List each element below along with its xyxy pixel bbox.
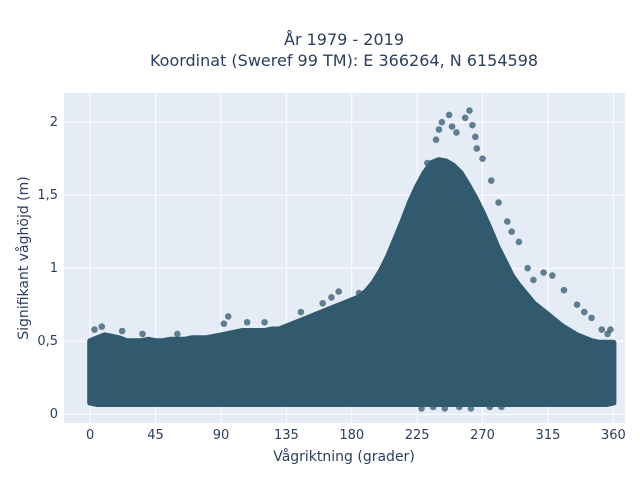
- scatter-point: [424, 159, 431, 167]
- scatter-point: [261, 318, 268, 326]
- scatter-point: [549, 272, 556, 279]
- scatter-point: [389, 247, 396, 254]
- scatter-point: [220, 320, 228, 328]
- scatter-point: [495, 199, 502, 206]
- scatter-point: [224, 313, 232, 320]
- scatter-point: [524, 264, 531, 272]
- x-tick-label: 135: [274, 428, 299, 443]
- y-tick-label: 2: [50, 115, 58, 130]
- y-axis-title: Signifikant våghöjd (m): [15, 176, 32, 339]
- y-tick-label: 1,5: [37, 188, 58, 203]
- scatter-point: [319, 299, 326, 307]
- scatter-point: [355, 289, 363, 297]
- scatter-point: [588, 314, 595, 322]
- x-tick-label: 360: [601, 428, 626, 443]
- scatter-point: [540, 269, 547, 276]
- scatter-point: [503, 218, 511, 225]
- chart-title-line-1: År 1979 - 2019: [284, 30, 404, 49]
- scatter-point: [581, 308, 588, 316]
- scatter-point: [573, 301, 581, 309]
- scatter-point: [139, 330, 146, 338]
- scatter-point: [445, 111, 453, 119]
- scatter-point: [473, 145, 481, 152]
- scatter-point: [530, 276, 537, 284]
- scatter-point: [515, 238, 523, 246]
- scatter-point: [438, 118, 446, 126]
- x-tick-label: 90: [213, 428, 230, 443]
- x-tick-label: 0: [86, 428, 94, 443]
- scatter-point: [297, 308, 305, 316]
- x-tick-label: 315: [536, 428, 561, 443]
- scatter-point: [435, 126, 443, 133]
- y-tick-label: 1: [50, 261, 58, 276]
- scatter-point: [429, 403, 437, 411]
- scatter-point: [469, 121, 476, 129]
- scatter-point: [98, 323, 106, 330]
- scatter-point: [448, 123, 456, 130]
- scatter-point: [461, 114, 469, 122]
- scatter-point: [487, 177, 495, 184]
- scatter-point: [467, 405, 475, 412]
- scatter-point: [498, 403, 505, 411]
- scatter-point: [598, 326, 606, 333]
- scatter-points: [91, 107, 614, 412]
- y-tick-label: 0,5: [37, 334, 58, 349]
- x-axis-title: Vågriktning (grader): [273, 448, 415, 465]
- scatter-point: [413, 184, 421, 192]
- scatter-point: [472, 133, 479, 141]
- scatter-point: [486, 403, 494, 411]
- scatter-point: [174, 330, 181, 338]
- scatter-point: [441, 405, 449, 412]
- x-tick-label: 270: [470, 428, 495, 443]
- scatter-point: [91, 326, 98, 333]
- scatter-point: [400, 216, 408, 224]
- scatter-point: [328, 294, 335, 301]
- x-tick-label: 180: [339, 428, 364, 443]
- scatter-point: [118, 327, 126, 335]
- scatter-point: [607, 326, 614, 333]
- scatter-point: [419, 174, 427, 181]
- scatter-point: [479, 155, 486, 163]
- scatter-point: [508, 228, 515, 236]
- scatter-point: [466, 107, 473, 114]
- x-tick-label: 45: [147, 428, 164, 443]
- scatter-point: [560, 286, 568, 294]
- y-tick-label: 0: [50, 407, 58, 422]
- scatter-point: [453, 129, 460, 136]
- chart-title-line-2: Koordinat (Sweref 99 TM): E 366264, N 61…: [150, 51, 538, 70]
- scatter-point: [456, 403, 463, 411]
- scatter-point: [335, 288, 342, 295]
- scatter-point: [418, 405, 425, 412]
- tick-labels: 0 45 90 135 180 225 270 315 360 0 0,5 1 1,5 2: [37, 115, 625, 443]
- scatter-point: [243, 318, 251, 326]
- scatter-density-envelope: [87, 157, 617, 407]
- x-tick-label: 225: [405, 428, 430, 443]
- scatter-point: [432, 136, 440, 144]
